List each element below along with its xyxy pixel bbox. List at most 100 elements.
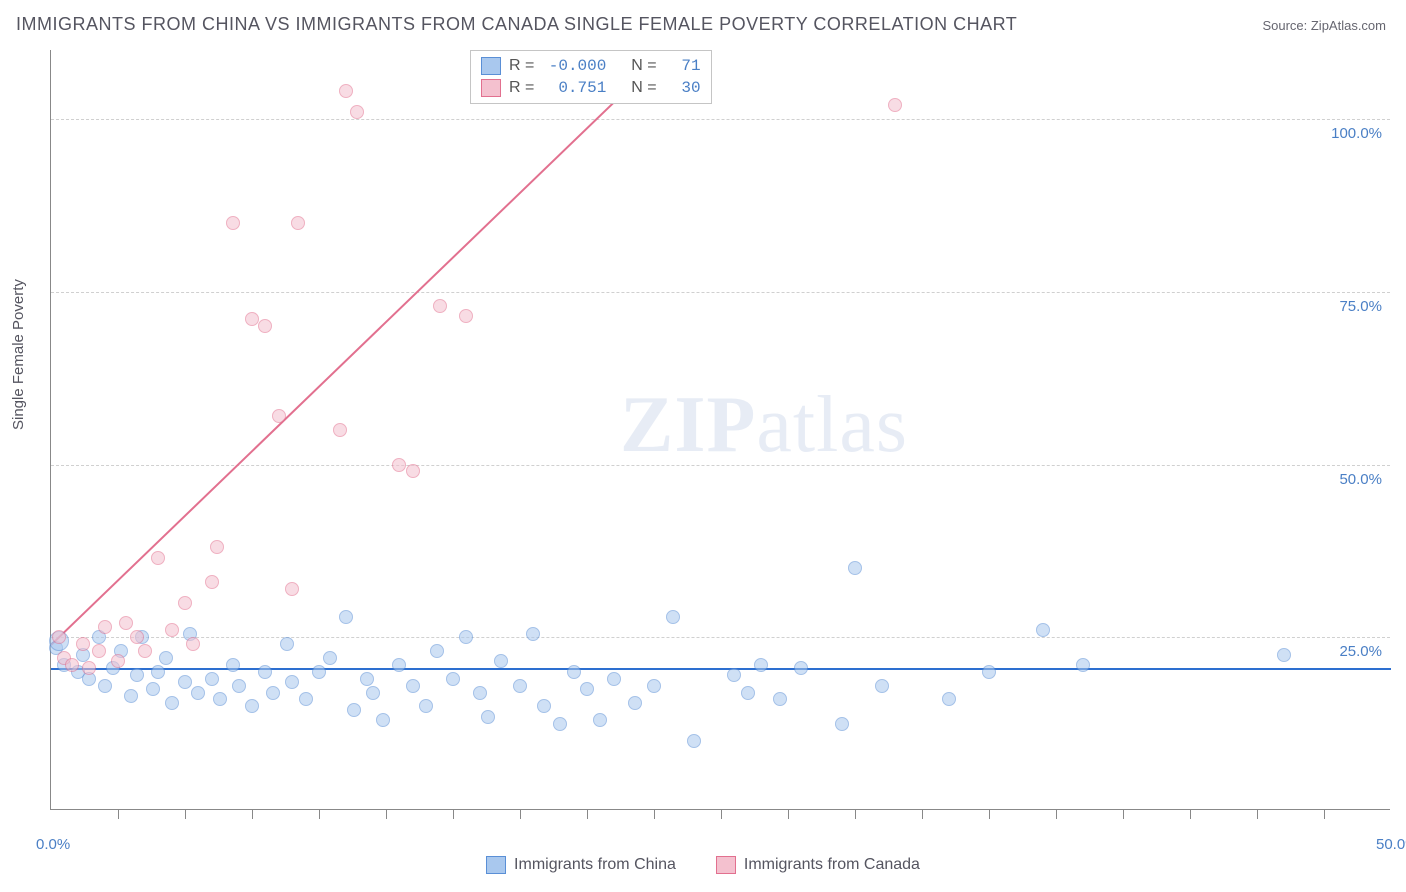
data-point-china [299,692,313,706]
data-point-canada [245,312,259,326]
x-minor-tick [1190,809,1191,819]
data-point-china [151,665,165,679]
data-point-canada [339,84,353,98]
data-point-china [647,679,661,693]
data-point-china [323,651,337,665]
data-point-china [430,644,444,658]
data-point-canada [138,644,152,658]
x-minor-tick [520,809,521,819]
correlation-legend: R =-0.000 N =71R =0.751 N =30 [470,50,712,104]
x-minor-tick [989,809,990,819]
data-point-china [942,692,956,706]
data-point-canada [210,540,224,554]
data-point-canada [333,423,347,437]
data-point-canada [130,630,144,644]
data-point-china [848,561,862,575]
data-point-china [124,689,138,703]
data-point-china [258,665,272,679]
y-axis-label: Single Female Poverty [10,279,27,430]
data-point-canada [52,630,66,644]
x-minor-tick [453,809,454,819]
x-minor-tick [1324,809,1325,819]
data-point-canada [285,582,299,596]
source-value: ZipAtlas.com [1311,18,1386,33]
x-minor-tick [855,809,856,819]
data-point-china [232,679,246,693]
data-point-canada [258,319,272,333]
gridline [51,465,1390,466]
scatter-plot-area: 25.0%50.0%75.0%100.0%0.0%50.0% [50,50,1390,810]
r-value: -0.000 [542,55,606,77]
data-point-china [280,637,294,651]
data-point-canada [392,458,406,472]
n-label: N = [631,55,656,77]
x-minor-tick [654,809,655,819]
x-minor-tick [185,809,186,819]
x-minor-tick [1123,809,1124,819]
data-point-china [835,717,849,731]
data-point-china [1036,623,1050,637]
data-point-china [266,686,280,700]
legend-item-china: Immigrants from China [486,856,676,874]
data-point-canada [291,216,305,230]
data-point-canada [92,644,106,658]
legend-swatch-canada [481,79,501,97]
data-point-china [526,627,540,641]
gridline [51,292,1390,293]
data-point-canada [433,299,447,313]
data-point-china [213,692,227,706]
data-point-china [494,654,508,668]
legend-swatch-china [486,856,506,874]
data-point-china [727,668,741,682]
legend-label: Immigrants from Canada [744,856,920,874]
data-point-china [513,679,527,693]
data-point-china [875,679,889,693]
gridline [51,119,1390,120]
data-point-china [360,672,374,686]
legend-label: Immigrants from China [514,856,676,874]
data-point-china [773,692,787,706]
x-minor-tick [386,809,387,819]
data-point-canada [111,654,125,668]
data-point-china [419,699,433,713]
gridline [51,637,1390,638]
data-point-canada [76,637,90,651]
data-point-canada [151,551,165,565]
series-legend: Immigrants from China Immigrants from Can… [0,856,1406,874]
y-tick-label: 50.0% [1339,471,1382,488]
y-tick-label: 25.0% [1339,643,1382,660]
data-point-china [392,658,406,672]
data-point-china [1076,658,1090,672]
data-point-china [687,734,701,748]
data-point-china [178,675,192,689]
r-label: R = [509,55,534,77]
data-point-china [741,686,755,700]
x-minor-tick [1257,809,1258,819]
r-value: 0.751 [542,77,606,99]
data-point-canada [82,661,96,675]
data-point-china [159,651,173,665]
data-point-china [312,665,326,679]
data-point-china [245,699,259,713]
x-minor-tick [721,809,722,819]
data-point-china [628,696,642,710]
data-point-china [376,713,390,727]
data-point-china [339,610,353,624]
data-point-china [794,661,808,675]
data-point-china [481,710,495,724]
source-citation: Source: ZipAtlas.com [1262,18,1386,33]
n-label: N = [631,77,656,99]
data-point-china [165,696,179,710]
data-point-canada [350,105,364,119]
x-minor-tick [1056,809,1057,819]
x-minor-tick [319,809,320,819]
data-point-china [146,682,160,696]
data-point-canada [888,98,902,112]
data-point-china [130,668,144,682]
data-point-china [191,686,205,700]
legend-swatch-canada [716,856,736,874]
data-point-china [754,658,768,672]
x-minor-tick [587,809,588,819]
data-point-china [459,630,473,644]
legend-item-canada: Immigrants from Canada [716,856,920,874]
